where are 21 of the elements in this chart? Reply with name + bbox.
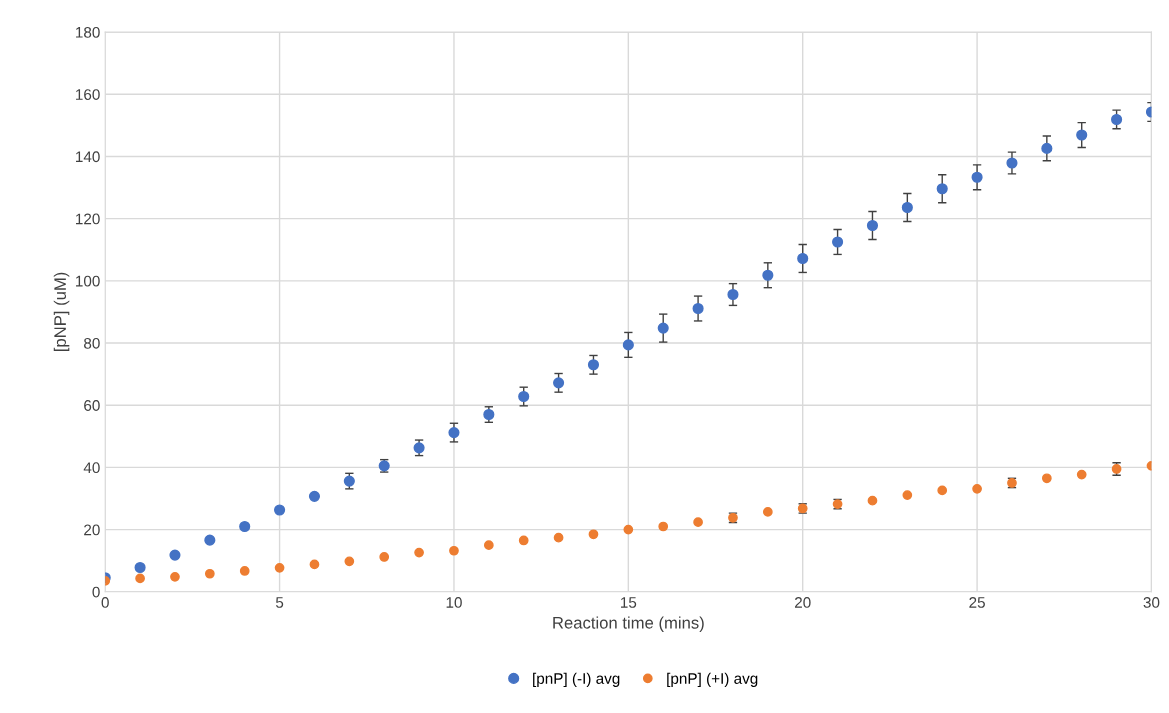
x-tick-label: 0 <box>101 597 109 608</box>
x-tick-label: 20 <box>794 597 811 608</box>
y-tick-label: 20 <box>84 524 100 536</box>
y-tick-label: 0 <box>92 586 100 598</box>
y-tick-label: 100 <box>76 275 100 287</box>
x-tick-label: 30 <box>1143 597 1160 608</box>
y-tick-label: 180 <box>76 26 100 38</box>
y-tick-label: 160 <box>76 89 100 100</box>
x-axis-title: Reaction time (mins) <box>553 616 704 632</box>
y-axis-title: [pNP] (uM) <box>53 272 70 352</box>
legend-label: [pnP] (+I) avg <box>667 672 758 687</box>
y-tick-label: 80 <box>84 337 100 349</box>
x-tick-label: 25 <box>969 597 985 608</box>
y-tick-label: 120 <box>76 213 100 225</box>
legend-label: [pnP] (-I) avg <box>533 672 620 687</box>
y-tick-label: 40 <box>83 462 100 474</box>
x-tick-label: 5 <box>275 597 284 608</box>
y-tick-label: 60 <box>84 400 100 411</box>
x-tick-label: 10 <box>446 597 462 608</box>
x-tick-label: 15 <box>621 597 637 608</box>
y-tick-label: 140 <box>76 151 100 163</box>
